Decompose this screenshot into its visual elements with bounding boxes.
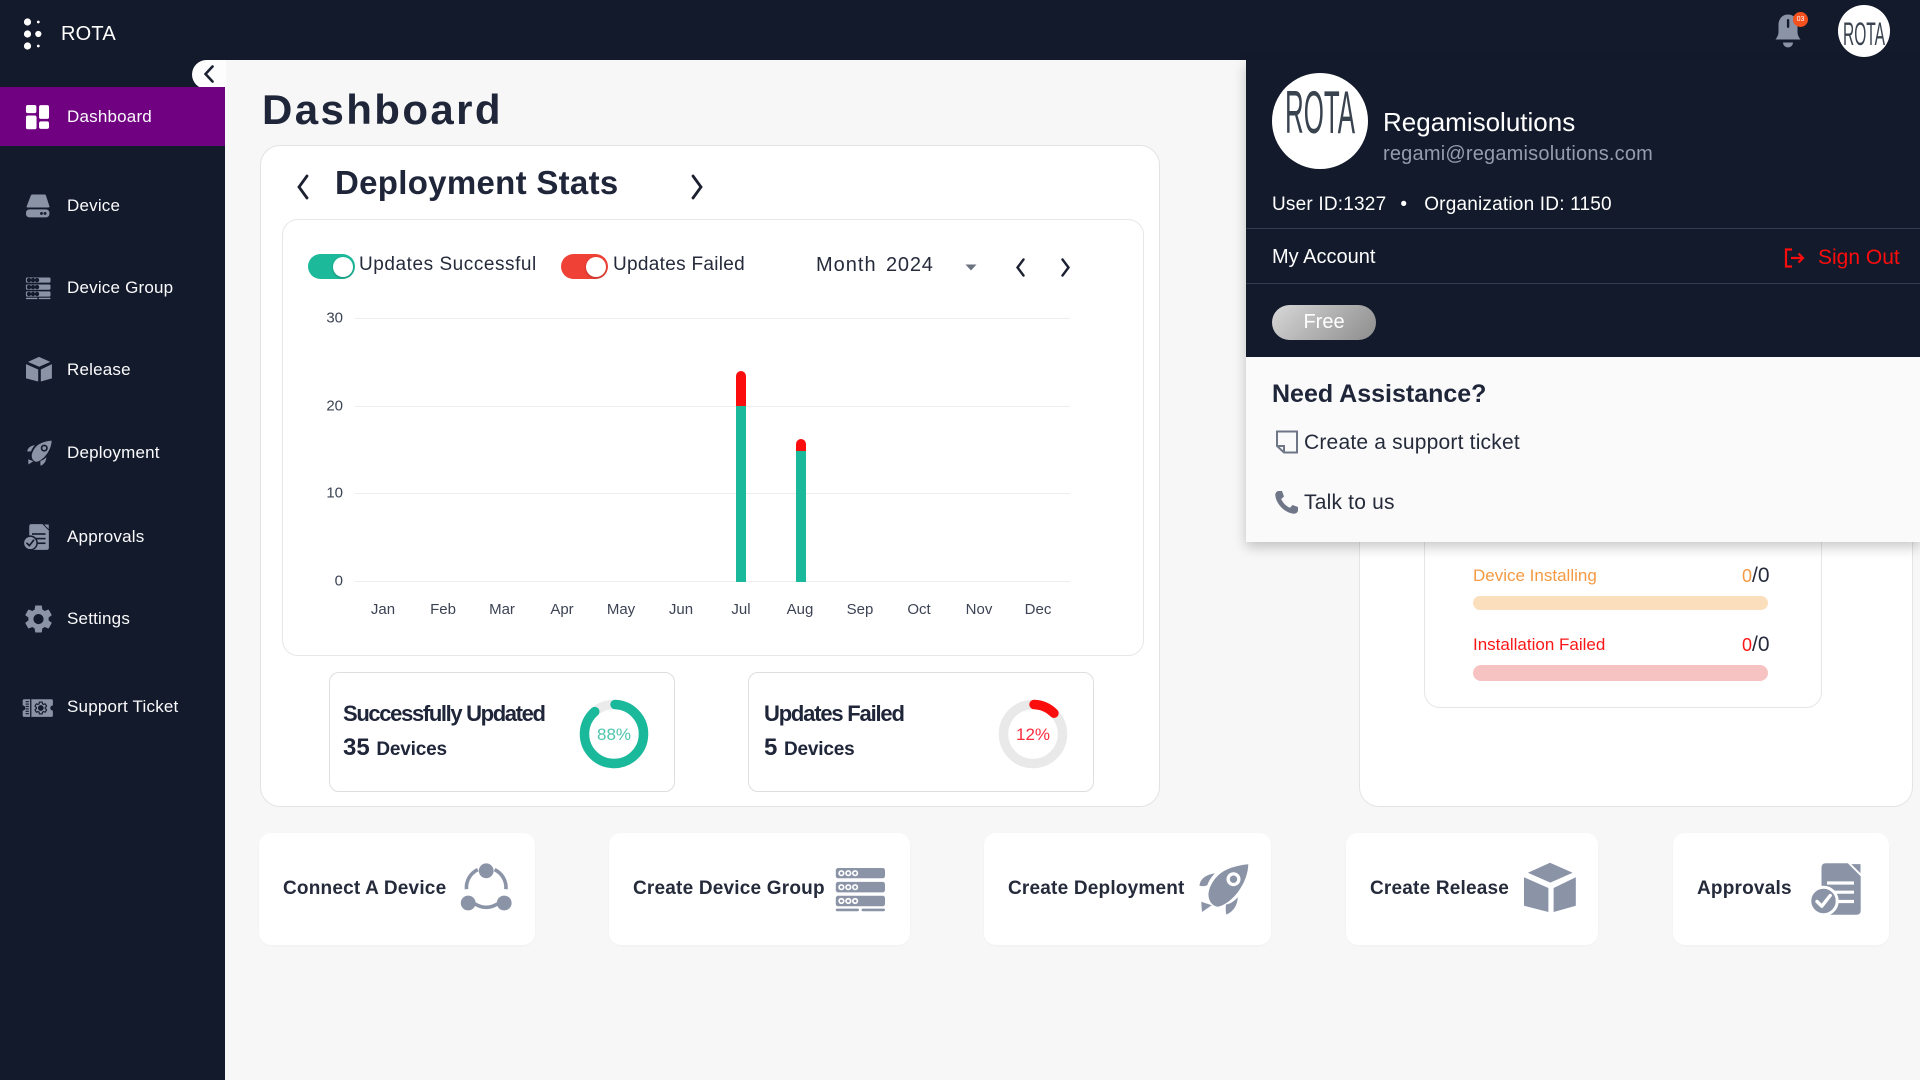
svg-text:ROTA: ROTA (1843, 17, 1885, 53)
svg-text:12%: 12% (1016, 725, 1050, 744)
svg-text:88%: 88% (597, 725, 631, 744)
svg-text:ROTA: ROTA (1285, 80, 1355, 147)
